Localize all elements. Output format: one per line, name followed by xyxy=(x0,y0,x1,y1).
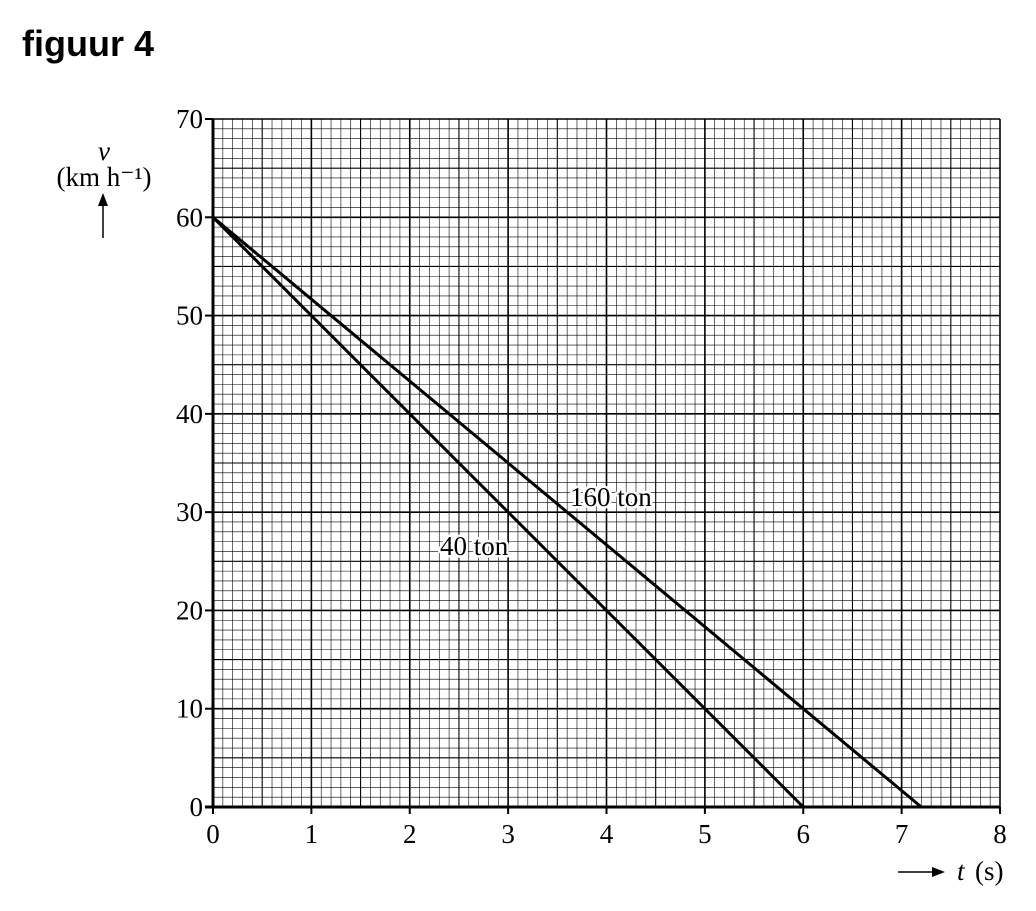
y-axis-label: v xyxy=(98,136,110,166)
x-tick-label: 0 xyxy=(206,819,220,849)
series-label: 160 ton xyxy=(570,482,652,512)
x-tick-label: 2 xyxy=(403,819,417,849)
x-tick-label: 8 xyxy=(993,819,1007,849)
x-tick-label: 1 xyxy=(305,819,319,849)
y-arrow xyxy=(98,193,108,238)
x-arrow xyxy=(898,867,945,877)
x-tick-label: 6 xyxy=(797,819,811,849)
y-tick-label: 70 xyxy=(176,104,203,134)
y-tick-label: 20 xyxy=(176,595,203,625)
x-tick-label: 4 xyxy=(600,819,614,849)
y-tick-label: 50 xyxy=(176,301,203,331)
x-tick-label: 5 xyxy=(698,819,712,849)
x-tick-label: 3 xyxy=(501,819,515,849)
x-tick-label: 7 xyxy=(895,819,909,849)
grid xyxy=(212,118,1001,808)
series-label: 40 ton xyxy=(440,531,509,561)
y-tick-label: 30 xyxy=(176,497,203,527)
y-tick-label: 40 xyxy=(176,399,203,429)
series-line xyxy=(212,216,923,809)
y-tick-label: 60 xyxy=(176,202,203,232)
y-tick-label: 10 xyxy=(176,694,203,724)
series-line xyxy=(211,216,805,809)
y-tick-label: 0 xyxy=(190,792,204,822)
x-axis-label: t xyxy=(957,856,966,886)
y-axis-unit: (km h⁻¹) xyxy=(56,162,151,192)
x-axis-unit: (s) xyxy=(975,856,1004,886)
chart-title: figuur 4 xyxy=(22,23,154,64)
